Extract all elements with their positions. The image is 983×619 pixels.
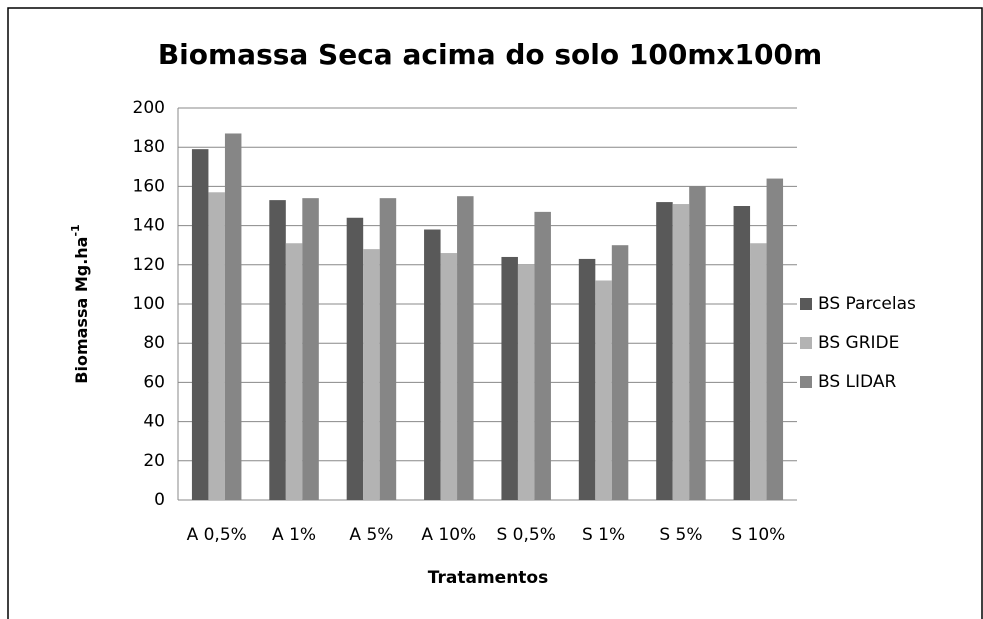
bar (440, 253, 458, 500)
y-axis-title-sup: -1 (69, 224, 82, 236)
y-axis-title-main: Biomassa Mg.ha (72, 237, 91, 384)
y-tick-label: 140 (133, 216, 165, 236)
bar (750, 243, 767, 501)
bar (689, 186, 706, 500)
bar (501, 256, 518, 500)
bar (379, 198, 397, 500)
bar (656, 202, 673, 500)
bar (285, 243, 303, 501)
bar (766, 178, 784, 500)
x-axis-title: Tratamentos (428, 568, 548, 588)
y-tick-label: 160 (133, 176, 165, 196)
y-tick-label: 200 (133, 98, 165, 118)
legend-label: BS GRIDE (818, 333, 899, 353)
bar (424, 229, 441, 500)
x-tick-label: S 5% (659, 525, 702, 545)
x-tick-label: A 5% (349, 525, 393, 545)
bar (191, 149, 209, 500)
bar (346, 217, 364, 500)
bar (578, 258, 596, 500)
bar (672, 204, 690, 501)
chart-title: Biomassa Seca acima do solo 100mx100m (158, 38, 822, 71)
y-axis-title: Biomassa Mg.ha-1 (69, 224, 91, 383)
x-tick-label: S 10% (731, 525, 785, 545)
legend-swatch (800, 337, 812, 349)
bar (269, 200, 286, 500)
x-tick-label: A 10% (421, 525, 476, 545)
bar (517, 264, 535, 500)
bar (457, 196, 474, 500)
bar (733, 206, 751, 500)
y-tick-label: 0 (154, 490, 165, 510)
legend-swatch (800, 298, 812, 310)
bar (224, 133, 242, 501)
bar (595, 280, 612, 500)
legend-swatch (800, 376, 812, 388)
x-tick-label: S 1% (582, 525, 625, 545)
chart-frame (7, 7, 983, 619)
y-tick-label: 120 (133, 255, 165, 275)
bar (534, 211, 551, 500)
bar (302, 198, 319, 500)
legend-label: BS LIDAR (818, 372, 896, 392)
y-tick-label: 80 (143, 333, 165, 353)
y-tick-label: 180 (133, 137, 165, 157)
x-tick-label: A 0,5% (187, 525, 247, 545)
y-tick-label: 60 (143, 372, 165, 392)
y-tick-label: 20 (143, 451, 165, 471)
bar (208, 192, 225, 500)
x-tick-label: S 0,5% (496, 525, 555, 545)
bar (611, 245, 629, 500)
y-tick-label: 100 (133, 294, 165, 314)
y-tick-label: 40 (143, 412, 165, 432)
bar (363, 249, 380, 500)
x-tick-label: A 1% (272, 525, 316, 545)
legend-label: BS Parcelas (818, 294, 916, 314)
